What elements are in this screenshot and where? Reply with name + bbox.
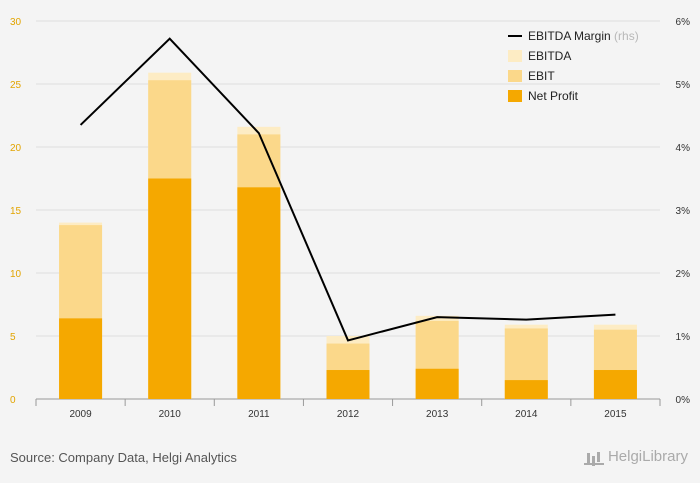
bar-net-profit <box>148 178 192 399</box>
y2-tick-label: 4% <box>676 143 691 154</box>
bar-net-profit <box>59 318 103 399</box>
y2-tick-label: 1% <box>676 332 691 343</box>
legend-label: Net Profit <box>528 89 579 103</box>
y2-tick-label: 3% <box>676 206 691 217</box>
bar-net-profit <box>504 380 548 399</box>
y2-tick-label: 2% <box>676 269 691 280</box>
legend-note: (rhs) <box>611 29 639 43</box>
y-tick-label: 0 <box>10 395 16 406</box>
legend-swatch <box>508 70 522 82</box>
x-tick-label: 2014 <box>515 409 538 420</box>
y-tick-label: 20 <box>10 143 22 154</box>
x-tick-label: 2011 <box>248 409 270 420</box>
legend-label: EBITDA <box>528 49 571 63</box>
x-tick-label: 2010 <box>159 409 182 420</box>
legend-label: EBIT <box>528 69 555 83</box>
legend-label: EBITDA Margin (rhs) <box>528 29 639 43</box>
y-tick-label: 25 <box>10 80 22 91</box>
y-tick-label: 15 <box>10 206 22 217</box>
x-tick-label: 2012 <box>337 409 360 420</box>
brand-name: HelgiLibrary <box>607 448 688 465</box>
bar-net-profit <box>415 368 459 399</box>
bar-net-profit <box>326 370 370 399</box>
y2-tick-label: 0% <box>676 395 691 406</box>
y2-tick-label: 6% <box>676 17 691 28</box>
source-note: Source: Company Data, Helgi Analytics <box>10 450 237 465</box>
legend-swatch <box>508 90 522 102</box>
y2-tick-label: 5% <box>676 80 691 91</box>
chart: 0 5 10 15 20 25 30 0% 1% 2% 3% 4% 5% 6% 2009 2010 2011 20… <box>10 17 691 420</box>
y-tick-label: 10 <box>10 269 22 280</box>
x-tick-label: 2013 <box>426 409 449 420</box>
brand-logo: HelgiLibrary <box>583 448 688 465</box>
y-tick-label: 5 <box>10 332 16 343</box>
x-tick-label: 2015 <box>604 409 627 420</box>
bar-net-profit <box>237 187 281 399</box>
line-ebitda-margin <box>79 37 616 342</box>
library-icon <box>583 449 604 465</box>
y-tick-label: 30 <box>10 17 22 28</box>
x-tick-label: 2009 <box>69 409 92 420</box>
bar-net-profit <box>593 370 637 399</box>
legend-swatch <box>508 50 522 62</box>
